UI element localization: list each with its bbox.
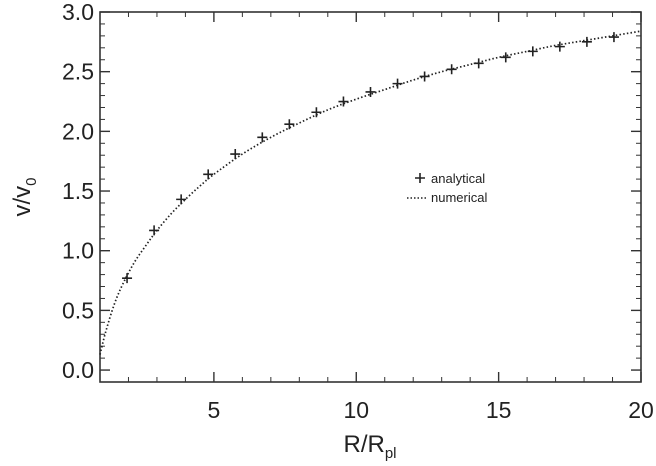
analytical-point [554, 41, 565, 52]
legend-analytical-label: analytical [431, 171, 485, 186]
y-tick-label: 0.5 [62, 297, 94, 323]
plot-border [99, 11, 642, 383]
analytical-point [527, 46, 538, 57]
analytical-point [608, 32, 619, 43]
analytical-point [581, 36, 592, 47]
analytical-point [257, 132, 268, 143]
x-axis-title-main: R/R [343, 431, 384, 458]
analytical-point [473, 58, 484, 69]
analytical-point [365, 86, 376, 97]
x-tick-label: 5 [207, 397, 220, 423]
x-tick-label: 15 [486, 397, 512, 423]
series-layer [99, 30, 642, 355]
legend-analytical-marker [415, 173, 425, 183]
analytical-point [392, 78, 403, 89]
y-tick-label: 3.0 [62, 0, 94, 25]
analytical-point [284, 119, 295, 130]
analytical-point [203, 169, 214, 180]
y-axis-title-subscript: 0 [23, 177, 40, 185]
y-tick-label: 1.0 [62, 238, 94, 264]
y-axis-title: v/v0 [9, 177, 40, 216]
y-tick-label: 2.0 [62, 118, 94, 144]
analytical-point [338, 96, 349, 107]
numerical-curve [99, 30, 642, 355]
analytical-point [149, 225, 160, 236]
analytical-point [311, 107, 322, 118]
ticks [99, 11, 642, 382]
analytical-point [419, 71, 430, 82]
legend: analytical numerical [407, 171, 487, 205]
y-tick-label: 2.5 [62, 59, 94, 85]
y-tick-label: 1.5 [62, 178, 94, 204]
analytical-point [176, 194, 187, 205]
x-axis-title-subscript: pl [385, 445, 397, 462]
x-tick-label: 20 [628, 397, 654, 423]
analytical-point [500, 52, 511, 63]
y-tick-label: 0.0 [62, 357, 94, 383]
analytical-point [122, 273, 133, 284]
analytical-point [446, 64, 457, 75]
legend-numerical-label: numerical [431, 190, 487, 205]
x-tick-label: 10 [343, 397, 369, 423]
plot-frame [99, 11, 642, 383]
y-axis-title-main: v/v [9, 186, 36, 217]
x-axis-title: R/Rpl [343, 431, 396, 462]
tick-labels: 5 10 15 20 0.0 0.5 1.0 1.5 2.0 2.5 3.0 [62, 0, 654, 423]
analytical-point [230, 149, 241, 160]
